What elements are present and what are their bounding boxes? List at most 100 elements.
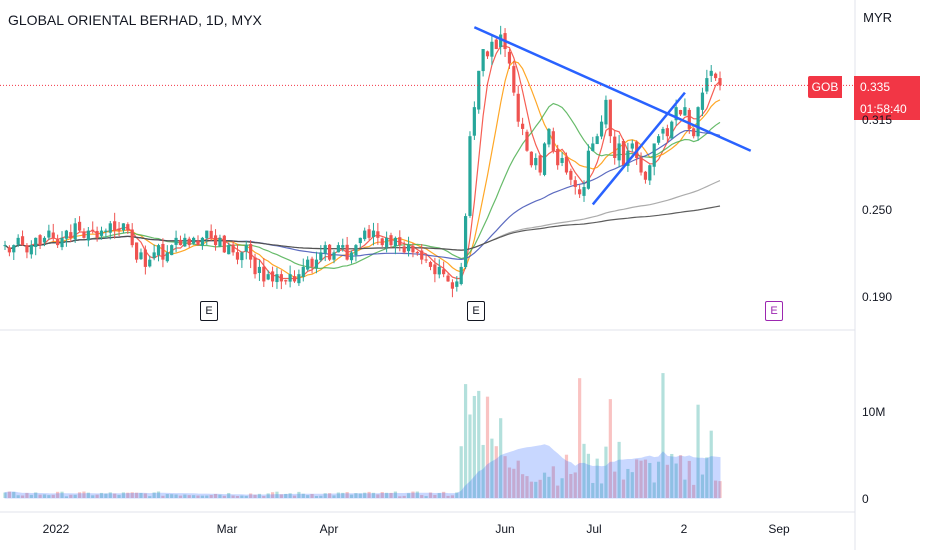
volume-bar xyxy=(95,494,99,498)
candle-body xyxy=(446,275,450,282)
earnings-marker[interactable]: E xyxy=(467,301,485,321)
candle-body xyxy=(104,230,108,232)
chart-title: GLOBAL ORIENTAL BERHAD, 1D, MYX xyxy=(8,12,262,28)
volume-bar xyxy=(692,484,696,498)
volume-bar xyxy=(380,492,384,498)
candle-body xyxy=(336,245,340,253)
candle-body xyxy=(56,239,60,246)
volume-bar xyxy=(472,395,476,498)
volume-bar xyxy=(130,492,134,498)
candle-body xyxy=(77,221,82,231)
volume-bar xyxy=(349,494,354,498)
candle-body xyxy=(34,237,38,248)
candle-body xyxy=(402,246,406,253)
volume-bar xyxy=(319,495,323,498)
candle-body xyxy=(516,93,520,122)
volume-bar xyxy=(358,493,362,498)
candle-body xyxy=(420,250,424,260)
ticker-badge: GOB xyxy=(808,76,842,98)
candle-body xyxy=(718,78,722,86)
candle-body xyxy=(108,223,112,233)
volume-bar xyxy=(424,496,428,498)
volume-bar xyxy=(665,464,669,498)
candle-body xyxy=(29,245,33,255)
volume-bar xyxy=(613,471,617,498)
candle-body xyxy=(455,281,459,287)
volume-bar xyxy=(450,495,455,498)
candle-body xyxy=(99,230,104,236)
candle-body xyxy=(700,92,705,110)
volume-bar xyxy=(569,474,573,498)
candle-body xyxy=(288,274,292,282)
countdown-timer: 01:58:40 xyxy=(860,102,907,116)
candle-body xyxy=(652,143,656,167)
candle-body xyxy=(389,235,393,246)
volume-bar xyxy=(718,481,722,498)
volume-bar xyxy=(69,494,73,498)
volume-bar xyxy=(257,493,262,498)
volume-bar xyxy=(551,466,555,498)
earnings-marker[interactable]: E xyxy=(200,301,218,321)
candle-body xyxy=(64,230,69,239)
earnings-marker[interactable]: E xyxy=(765,301,783,321)
moving-average-line xyxy=(4,129,721,261)
volume-bar xyxy=(218,494,222,498)
candle-body xyxy=(82,232,86,238)
candle-body xyxy=(3,245,7,247)
volume-bar xyxy=(121,492,126,498)
candle-body xyxy=(709,70,713,76)
volume-tick-label: 0 xyxy=(862,492,869,506)
candle-body xyxy=(183,237,187,247)
candle-body xyxy=(521,123,525,129)
candle-body xyxy=(424,259,428,261)
candle-body xyxy=(499,34,503,48)
volume-bar xyxy=(156,491,161,498)
volume-bar xyxy=(582,443,586,498)
candle-body xyxy=(450,282,455,289)
volume-bar xyxy=(99,492,104,498)
volume-bar xyxy=(314,496,319,498)
candle-body xyxy=(643,171,648,180)
candle-body xyxy=(12,245,16,253)
volume-bar xyxy=(428,492,433,498)
candle-body xyxy=(376,231,380,238)
candle-body xyxy=(134,242,139,260)
volume-bar xyxy=(595,458,599,498)
candle-body xyxy=(69,232,73,238)
volume-bar xyxy=(91,495,95,498)
trendline xyxy=(591,91,686,206)
volume-bar xyxy=(661,373,665,498)
candle-body xyxy=(73,223,77,240)
volume-bar xyxy=(385,492,389,498)
volume-bar xyxy=(700,474,705,498)
candle-body xyxy=(328,244,332,260)
candle-body xyxy=(314,259,319,269)
candle-body xyxy=(371,230,376,238)
candle-body xyxy=(341,245,345,248)
volume-bar xyxy=(621,479,626,498)
candle-body xyxy=(130,229,134,246)
candle-body xyxy=(599,121,604,137)
candle-body xyxy=(665,128,669,137)
volume-bar xyxy=(77,492,82,498)
candle-body xyxy=(472,107,476,136)
moving-average-line xyxy=(4,180,721,251)
candle-body xyxy=(275,274,279,283)
moving-average-line xyxy=(4,205,721,251)
volume-bar xyxy=(604,446,608,498)
volume-bar xyxy=(249,493,253,498)
volume-bar xyxy=(656,461,661,498)
volume-bar xyxy=(222,495,226,498)
volume-bar xyxy=(47,495,51,498)
volume-bar xyxy=(341,492,345,498)
candle-body xyxy=(51,232,55,238)
candle-body xyxy=(292,276,297,282)
candle-body xyxy=(604,99,608,125)
volume-bar xyxy=(485,396,490,498)
candle-body xyxy=(358,237,362,244)
volume-bar xyxy=(648,462,652,498)
candle-body xyxy=(468,136,472,216)
volume-bar xyxy=(270,492,275,498)
candle-body xyxy=(630,143,634,149)
